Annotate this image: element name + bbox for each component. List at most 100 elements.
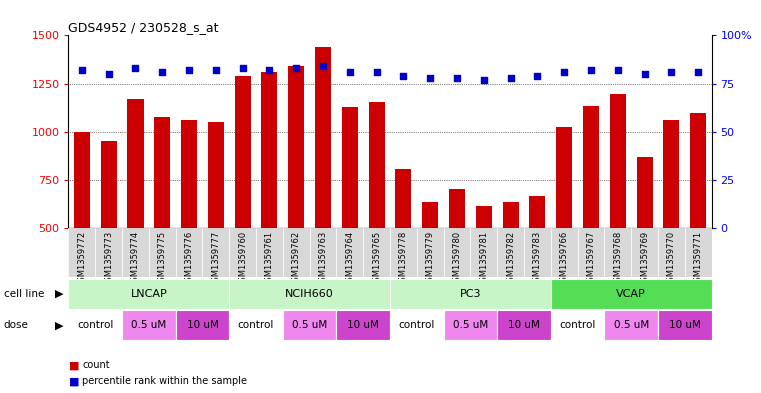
Text: control: control (238, 320, 274, 330)
Text: control: control (559, 320, 596, 330)
Bar (390, 310, 444, 340)
Text: GSM1359769: GSM1359769 (640, 230, 649, 286)
Text: GSM1359760: GSM1359760 (238, 230, 247, 286)
Text: LNCAP: LNCAP (130, 289, 167, 299)
Text: 0.5 uM: 0.5 uM (613, 320, 649, 330)
Text: GDS4952 / 230528_s_at: GDS4952 / 230528_s_at (68, 21, 219, 34)
Bar (261, 72, 278, 228)
Text: GSM1359775: GSM1359775 (158, 230, 167, 286)
Text: GSM1359766: GSM1359766 (559, 230, 568, 286)
Bar (68, 228, 95, 277)
Bar (122, 310, 176, 340)
Bar (604, 228, 631, 277)
Bar (68, 279, 229, 309)
Point (638, 71, 651, 77)
Text: percentile rank within the sample: percentile rank within the sample (82, 376, 247, 386)
Point (317, 63, 329, 69)
Point (103, 71, 115, 77)
Text: 10 uM: 10 uM (508, 320, 540, 330)
Text: PC3: PC3 (460, 289, 481, 299)
Bar (122, 228, 149, 277)
Bar (444, 228, 470, 277)
Bar (664, 120, 680, 228)
Bar (422, 202, 438, 228)
Text: GSM1359783: GSM1359783 (533, 230, 542, 286)
Bar (524, 228, 551, 277)
Point (665, 69, 677, 75)
Point (478, 77, 490, 83)
Bar (578, 228, 604, 277)
Bar (551, 279, 712, 309)
Bar (396, 169, 412, 228)
Bar (176, 310, 229, 340)
Bar (229, 228, 256, 277)
Bar (530, 196, 546, 228)
Text: ■: ■ (68, 360, 79, 371)
Point (531, 73, 543, 79)
Bar (363, 228, 390, 277)
Text: GSM1359763: GSM1359763 (319, 230, 327, 286)
Text: GSM1359761: GSM1359761 (265, 230, 274, 286)
Bar (444, 310, 497, 340)
Bar (685, 228, 712, 277)
Bar (604, 310, 658, 340)
Point (210, 67, 222, 73)
Bar (202, 228, 229, 277)
Bar (74, 132, 90, 228)
Text: GSM1359777: GSM1359777 (212, 230, 221, 286)
Text: cell line: cell line (4, 289, 44, 299)
Bar (68, 310, 122, 340)
Bar (127, 99, 144, 228)
Bar (234, 76, 250, 228)
Bar (368, 102, 384, 228)
Text: GSM1359767: GSM1359767 (587, 230, 595, 286)
Point (451, 75, 463, 81)
Bar (336, 228, 363, 277)
Bar (658, 228, 685, 277)
Bar (497, 228, 524, 277)
Text: GSM1359776: GSM1359776 (185, 230, 193, 286)
Point (505, 75, 517, 81)
Text: GSM1359770: GSM1359770 (667, 230, 676, 286)
Text: dose: dose (4, 320, 29, 331)
Bar (390, 228, 417, 277)
Bar (176, 228, 202, 277)
Point (612, 67, 624, 73)
Text: control: control (77, 320, 113, 330)
Bar (390, 279, 551, 309)
Text: GSM1359762: GSM1359762 (291, 230, 301, 286)
Text: control: control (399, 320, 435, 330)
Bar (342, 107, 358, 228)
Text: 10 uM: 10 uM (186, 320, 218, 330)
Point (371, 69, 383, 75)
Bar (229, 279, 390, 309)
Text: 0.5 uM: 0.5 uM (131, 320, 167, 330)
Text: 0.5 uM: 0.5 uM (453, 320, 488, 330)
Bar (95, 228, 122, 277)
Bar (256, 228, 283, 277)
Bar (310, 228, 336, 277)
Point (76, 67, 88, 73)
Text: GSM1359774: GSM1359774 (131, 230, 140, 286)
Bar (610, 94, 626, 228)
Point (558, 69, 570, 75)
Bar (551, 228, 578, 277)
Text: ▶: ▶ (55, 289, 63, 299)
Bar (208, 122, 224, 228)
Bar (149, 228, 176, 277)
Text: GSM1359781: GSM1359781 (479, 230, 489, 286)
Point (344, 69, 356, 75)
Text: GSM1359773: GSM1359773 (104, 230, 113, 286)
Bar (551, 310, 604, 340)
Point (183, 67, 195, 73)
Point (156, 69, 168, 75)
Text: ■: ■ (68, 376, 79, 386)
Point (397, 73, 409, 79)
Bar (288, 66, 304, 228)
Text: GSM1359782: GSM1359782 (506, 230, 515, 286)
Point (424, 75, 436, 81)
Bar (449, 189, 465, 228)
Point (263, 67, 275, 73)
Text: 0.5 uM: 0.5 uM (292, 320, 327, 330)
Text: NCIH660: NCIH660 (285, 289, 334, 299)
